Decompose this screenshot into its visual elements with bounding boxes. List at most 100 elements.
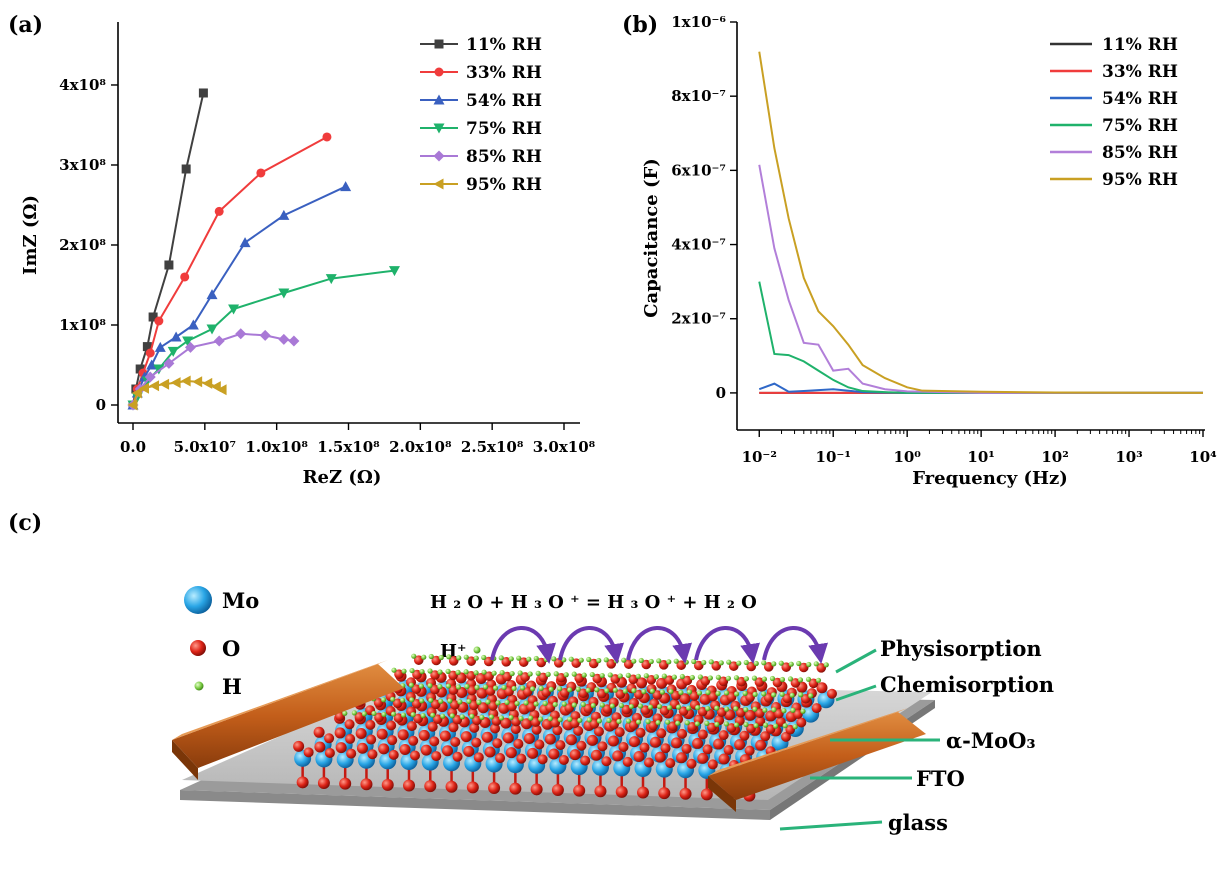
- o-atom: [636, 677, 648, 689]
- o-atom: [565, 734, 577, 746]
- water-o-atom: [689, 691, 700, 701]
- chart-b-y-tick-label: 1x10⁻⁶: [671, 13, 726, 31]
- chart-a-y-tick-label: 0: [96, 396, 106, 414]
- water-h-atom: [635, 719, 642, 725]
- o-atom: [723, 745, 734, 756]
- water-h-atom: [517, 670, 523, 676]
- chart-a-data-point: [146, 359, 158, 370]
- chart-a-data-point: [154, 341, 166, 352]
- water-h-atom: [508, 714, 514, 721]
- water-o-atom: [412, 669, 422, 680]
- o-atom: [679, 787, 692, 800]
- water-o-atom: [392, 698, 403, 709]
- o-atom: [296, 776, 309, 789]
- o-atom: [544, 733, 556, 745]
- water-o-atom: [588, 658, 599, 669]
- water-h-atom: [607, 672, 613, 678]
- water-h-atom: [528, 715, 534, 721]
- water-o-atom: [682, 675, 693, 686]
- water-o-atom: [735, 707, 746, 718]
- o-atom: [476, 687, 488, 699]
- o-atom: [490, 723, 501, 734]
- water-h-atom: [526, 656, 532, 662]
- water-h-atom: [808, 693, 814, 699]
- water-h-atom: [473, 670, 479, 676]
- water-h-atom: [790, 707, 796, 713]
- sensor-schematic: Mo O H H ₂ O + H ₃ O ⁺ = H ₃ O ⁺ + H ₂ O…: [172, 586, 1054, 835]
- water-o-atom: [763, 662, 774, 672]
- water-h-atom: [815, 677, 822, 683]
- water-h-atom: [469, 713, 475, 719]
- o-atom: [445, 780, 458, 793]
- water-o-atom: [373, 697, 384, 708]
- water-h-atom: [617, 673, 623, 679]
- o-atom: [656, 677, 668, 689]
- o-atom: [439, 730, 451, 742]
- water-o-atom: [641, 659, 652, 670]
- water-h-atom: [743, 659, 749, 666]
- water-h-atom: [689, 674, 695, 681]
- o-atom: [573, 784, 586, 797]
- water-o-atom: [615, 689, 626, 699]
- o-atom: [495, 753, 506, 764]
- water-h-atom: [683, 659, 689, 665]
- o-atom: [314, 741, 326, 753]
- water-o-atom: [634, 689, 644, 700]
- water-h-atom: [533, 655, 539, 662]
- water-h-atom: [635, 673, 641, 679]
- water-h-atom: [823, 662, 829, 668]
- water-o-atom: [754, 677, 765, 687]
- chart-b-x-tick-label: 10⁰: [893, 448, 921, 466]
- water-h-atom: [361, 711, 367, 717]
- glass-edge-front: [180, 790, 770, 820]
- water-o-atom: [501, 657, 512, 667]
- water-o-atom: [507, 701, 517, 712]
- water-h-atom: [723, 690, 730, 696]
- water-h-atom: [488, 714, 495, 720]
- water-o-atom: [413, 713, 423, 724]
- water-h-atom: [463, 669, 469, 675]
- chart-a-data-point: [187, 319, 199, 330]
- o-atom: [397, 729, 409, 741]
- water-o-atom: [448, 670, 458, 681]
- water-h-atom: [701, 659, 707, 666]
- o-atom: [452, 751, 463, 762]
- o-atom: [387, 735, 398, 746]
- water-h-atom: [763, 722, 769, 728]
- water-h-atom: [612, 687, 618, 693]
- water-o-atom: [559, 688, 570, 698]
- water-h-atom: [628, 703, 635, 710]
- water-h-atom: [561, 701, 567, 707]
- water-h-atom: [609, 703, 615, 709]
- o-atom: [718, 730, 729, 741]
- chart-a-legend-label: 85% RH: [466, 147, 542, 167]
- water-o-atom: [592, 673, 603, 684]
- hop-arrow: [490, 626, 556, 664]
- water-h-atom: [606, 717, 612, 724]
- water-o-atom: [659, 705, 670, 716]
- water-h-atom: [723, 721, 730, 727]
- o-atom: [654, 751, 666, 763]
- o-atom: [607, 735, 619, 747]
- chart-a-data-point: [239, 237, 251, 248]
- o-atom: [614, 727, 625, 738]
- o-atom: [700, 788, 713, 801]
- water-h-atom: [718, 660, 724, 666]
- water-h-atom: [679, 673, 685, 680]
- o-atom: [537, 754, 548, 765]
- water-h-atom: [762, 707, 768, 713]
- chart-a-y-tick-label: 4x10⁸: [59, 76, 106, 94]
- hop-arrow: [558, 626, 624, 664]
- water-h-atom: [440, 713, 446, 719]
- water-h-atom: [622, 688, 628, 694]
- water-o-atom: [658, 660, 669, 670]
- water-h-atom: [695, 705, 701, 711]
- o-atom: [492, 738, 503, 749]
- chart-b-legend-label: 11% RH: [1102, 35, 1178, 55]
- water-h-atom: [585, 687, 591, 693]
- water-h-atom: [753, 722, 759, 729]
- water-h-atom: [594, 687, 600, 693]
- o-atom: [660, 743, 671, 754]
- water-h-atom: [806, 661, 812, 668]
- water-h-atom: [371, 710, 377, 717]
